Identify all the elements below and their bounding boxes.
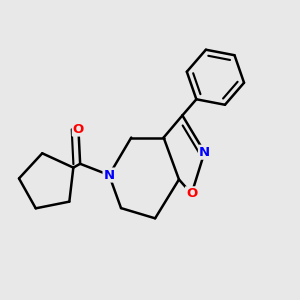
Text: O: O	[186, 187, 197, 200]
Text: O: O	[73, 122, 84, 136]
Text: N: N	[103, 169, 115, 182]
Text: N: N	[199, 146, 210, 159]
